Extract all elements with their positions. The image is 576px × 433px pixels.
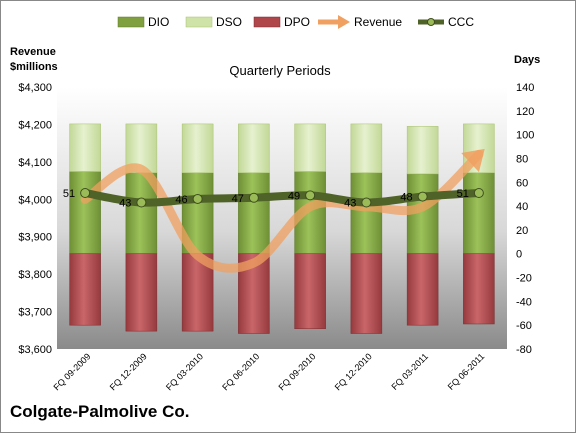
- y-right-tick-label: -20: [516, 273, 532, 285]
- ccc-point: [305, 190, 316, 201]
- y-left-tick-label: $4,200: [18, 119, 52, 131]
- y-left-tick-label: $4,100: [18, 157, 52, 169]
- bar-dpo: [406, 253, 439, 326]
- ccc-point: [192, 193, 203, 204]
- bar-dio: [69, 171, 101, 254]
- ccc-point: [473, 187, 484, 198]
- ccc-data-label: 46: [175, 194, 187, 206]
- x-tick-label: FQ 09-2009: [52, 351, 93, 392]
- ccc-data-label: 48: [400, 192, 412, 204]
- legend-revenue-arrow: [338, 15, 350, 29]
- y-right-tick-label: 40: [516, 201, 528, 213]
- bar-dio: [350, 172, 383, 254]
- legend-ccc-marker: [427, 18, 435, 26]
- x-tick-label: FQ 06-2010: [220, 351, 261, 392]
- y-right-tick-label: 120: [516, 106, 534, 118]
- ccc-point: [417, 191, 428, 202]
- bar-dpo: [294, 253, 326, 330]
- y-left-tick-label: $3,600: [18, 344, 52, 356]
- ccc-data-label: 49: [288, 190, 300, 202]
- x-tick-label: FQ 12-2009: [108, 351, 149, 392]
- y-left-tick-label: $4,000: [18, 194, 52, 206]
- legend-label: CCC: [448, 15, 474, 29]
- legend-label: Revenue: [354, 15, 402, 29]
- lines: 51 43 46 47 49 43 48 51: [63, 148, 485, 273]
- ccc-point: [136, 197, 147, 208]
- y-right-tick-label: 80: [516, 153, 528, 165]
- left-axis-label-line2: $millions: [10, 61, 58, 73]
- bar-dso: [406, 126, 439, 175]
- bar-dso: [238, 123, 270, 173]
- bar-dio: [238, 172, 270, 254]
- ccc-data-label: 47: [232, 193, 244, 205]
- bar-dso: [350, 123, 383, 173]
- y-left-tick-label: $3,900: [18, 232, 52, 244]
- y-right-tick-label: 140: [516, 82, 534, 94]
- ccc-data-label: 51: [457, 188, 469, 200]
- y-right-tick-label: -60: [516, 320, 532, 332]
- left-axis-label-line1: Revenue: [10, 46, 56, 58]
- bar-dpo: [125, 253, 158, 332]
- bar-dso: [294, 123, 326, 172]
- ccc-data-label: 51: [63, 188, 75, 200]
- ccc-data-label: 43: [344, 198, 356, 210]
- legend-label: DPO: [284, 15, 310, 29]
- y-left-tick-label: $3,700: [18, 307, 52, 319]
- right-axis-label: Days: [514, 54, 540, 66]
- bar-dio: [463, 172, 495, 254]
- bar-dpo: [69, 253, 101, 326]
- legend-swatch: [117, 16, 145, 28]
- y-right-tick-label: 100: [516, 130, 534, 142]
- legend-swatch: [185, 16, 213, 28]
- revenue-arrowhead: [461, 148, 485, 173]
- legend-swatch: [253, 16, 281, 28]
- ccc-point: [80, 187, 91, 198]
- company-name: Colgate-Palmolive Co.: [10, 402, 190, 421]
- revenue-line: [80, 149, 484, 273]
- y-left-tick-label: $3,800: [18, 269, 52, 281]
- chart-title: Quarterly Periods: [229, 63, 331, 78]
- x-tick-label: FQ 09-2010: [277, 351, 318, 392]
- x-tick-label: FQ 06-2011: [446, 351, 487, 392]
- y-left-tick-label: $4,300: [18, 82, 52, 94]
- plot-area: [57, 87, 507, 349]
- bar-dso: [181, 123, 214, 173]
- y-right-tick-label: 60: [516, 177, 528, 189]
- ccc-data-label: 43: [119, 198, 131, 210]
- y-right-tick-label: -80: [516, 344, 532, 356]
- x-tick-label: FQ 03-2010: [164, 351, 205, 392]
- legend-label: DIO: [148, 15, 169, 29]
- ccc-point: [361, 197, 372, 208]
- bar-dpo: [463, 253, 495, 325]
- legend-label: DSO: [216, 15, 242, 29]
- legend: DIO DSO DPO Revenue CCC: [117, 15, 474, 29]
- ccc-point: [248, 192, 259, 203]
- x-tick-label: FQ 03-2011: [389, 351, 430, 392]
- y-right-tick-label: -40: [516, 296, 532, 308]
- x-tick-label: FQ 12-2010: [333, 351, 374, 392]
- bar-dpo: [350, 253, 383, 334]
- bar-dso: [69, 123, 101, 172]
- y-right-tick-label: 0: [516, 249, 522, 261]
- y-right-tick-label: 20: [516, 225, 528, 237]
